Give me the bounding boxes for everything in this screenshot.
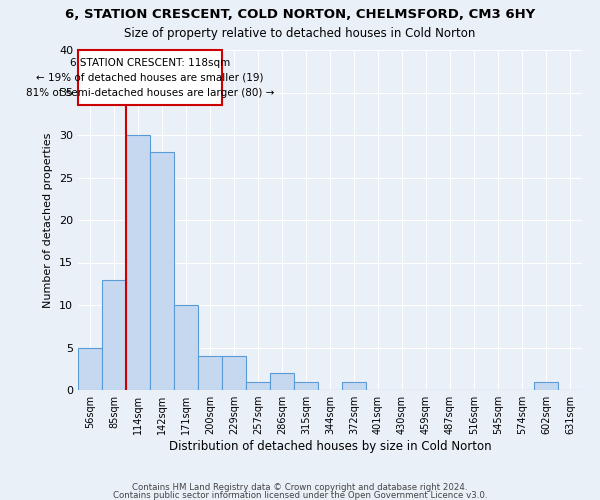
Bar <box>174 305 198 390</box>
Y-axis label: Number of detached properties: Number of detached properties <box>43 132 53 308</box>
X-axis label: Distribution of detached houses by size in Cold Norton: Distribution of detached houses by size … <box>169 440 491 453</box>
Bar <box>102 280 126 390</box>
Text: Size of property relative to detached houses in Cold Norton: Size of property relative to detached ho… <box>124 28 476 40</box>
Bar <box>246 382 270 390</box>
Text: ← 19% of detached houses are smaller (19): ← 19% of detached houses are smaller (19… <box>36 72 264 82</box>
Bar <box>222 356 246 390</box>
Text: Contains public sector information licensed under the Open Government Licence v3: Contains public sector information licen… <box>113 491 487 500</box>
Bar <box>198 356 222 390</box>
Bar <box>342 382 366 390</box>
Text: 81% of semi-detached houses are larger (80) →: 81% of semi-detached houses are larger (… <box>26 88 274 98</box>
Text: Contains HM Land Registry data © Crown copyright and database right 2024.: Contains HM Land Registry data © Crown c… <box>132 484 468 492</box>
Text: 6, STATION CRESCENT, COLD NORTON, CHELMSFORD, CM3 6HY: 6, STATION CRESCENT, COLD NORTON, CHELMS… <box>65 8 535 20</box>
Bar <box>150 152 174 390</box>
Text: 6 STATION CRESCENT: 118sqm: 6 STATION CRESCENT: 118sqm <box>70 58 230 68</box>
FancyBboxPatch shape <box>78 50 222 106</box>
Bar <box>126 135 150 390</box>
Bar <box>534 382 558 390</box>
Bar <box>78 348 102 390</box>
Bar <box>294 382 318 390</box>
Bar <box>270 373 294 390</box>
